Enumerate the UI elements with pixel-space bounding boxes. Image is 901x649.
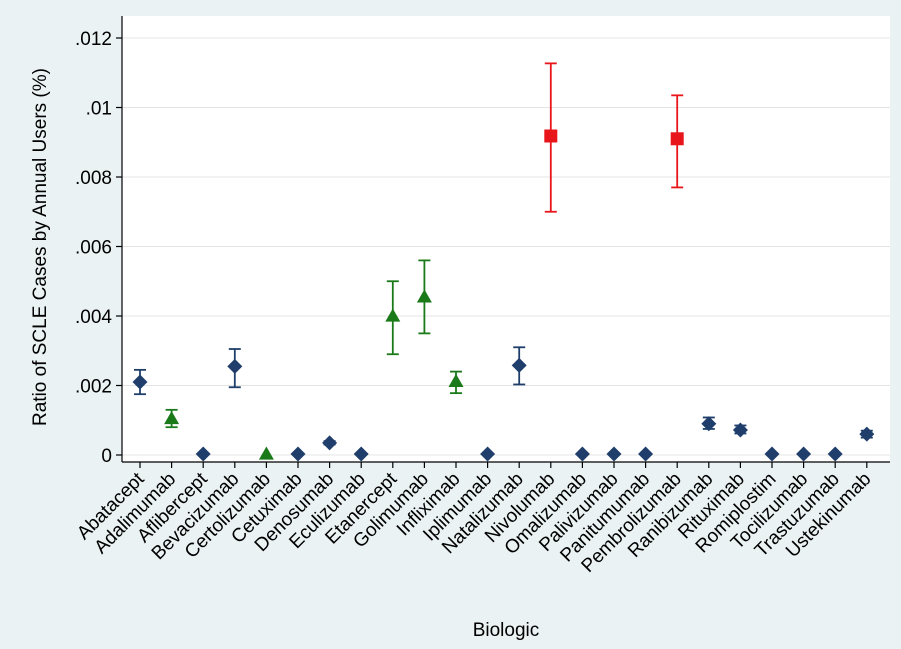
diamond-marker bbox=[606, 446, 622, 462]
x-axis-title: Biologic bbox=[473, 620, 540, 641]
triangle-marker bbox=[164, 411, 180, 425]
diamond-marker bbox=[227, 358, 243, 374]
y-tick-label: .008 bbox=[75, 168, 112, 189]
square-marker bbox=[544, 129, 558, 143]
diamond-marker bbox=[480, 446, 496, 462]
y-axis-title: Ratio of SCLE Cases by Annual Users (%) bbox=[30, 68, 51, 426]
diamond-marker bbox=[732, 422, 748, 438]
diamond-marker bbox=[638, 446, 654, 462]
gridlines bbox=[122, 37, 890, 456]
diamond-marker bbox=[511, 357, 527, 373]
y-tick-label: .002 bbox=[75, 377, 112, 398]
triangle-marker bbox=[258, 446, 274, 460]
diamond-marker bbox=[290, 446, 306, 462]
triangle-marker bbox=[416, 289, 432, 303]
data-markers bbox=[132, 129, 875, 462]
diamond-marker bbox=[796, 446, 812, 462]
diamond-marker bbox=[195, 446, 211, 462]
x-axis-ticks: AbataceptAdalimumabAfliberceptBevacizuma… bbox=[73, 462, 875, 577]
diamond-marker bbox=[701, 416, 717, 432]
y-tick-label: .004 bbox=[75, 307, 112, 328]
diamond-marker bbox=[574, 446, 590, 462]
diamond-marker bbox=[322, 435, 338, 451]
plot-area bbox=[122, 16, 890, 462]
y-tick-label: .01 bbox=[86, 99, 112, 120]
diamond-marker bbox=[132, 374, 148, 390]
triangle-marker bbox=[385, 308, 401, 322]
diamond-marker bbox=[764, 446, 780, 462]
diamond-marker bbox=[859, 426, 875, 442]
square-marker bbox=[670, 132, 684, 146]
diamond-marker bbox=[827, 446, 843, 462]
y-tick-label: .006 bbox=[75, 238, 112, 259]
triangle-marker bbox=[448, 373, 464, 387]
y-tick-label: 0 bbox=[101, 446, 112, 467]
diamond-marker bbox=[353, 446, 369, 462]
y-tick-label: .012 bbox=[75, 29, 112, 50]
y-axis-ticks: 0 .002 .004 .006 .008 .01 .012 bbox=[75, 29, 122, 467]
